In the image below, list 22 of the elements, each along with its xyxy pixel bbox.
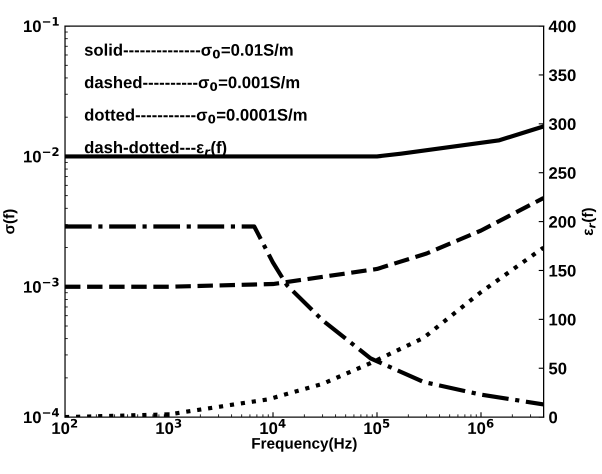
y2-tick-label: 250 <box>549 167 576 179</box>
y-tick-label: 10$^{−3}$ <box>24 278 59 293</box>
y2-tick-label: 100 <box>550 314 576 326</box>
y2-tick-label: 350 <box>548 69 576 82</box>
y2-axis-title: ε$_{r}$(f) <box>582 208 596 236</box>
x-tick-label: 10$^{4}$ <box>260 419 286 434</box>
x-tick-label: 10$^{5}$ <box>364 419 390 434</box>
x-tick-label: 10$^{6}$ <box>468 418 494 434</box>
y2-tick-label: 0 <box>549 412 558 424</box>
annotation: dashed----------σ$_{0}$=0.001S/m <box>84 76 300 92</box>
x-tick-label: 10$^{3}$ <box>156 418 182 434</box>
annotation: solid--------------σ$_{0}$=0.01S/m <box>84 44 293 59</box>
y-axis-title: σ(f) <box>3 209 18 234</box>
y2-tick-label: 150 <box>550 264 576 277</box>
x-axis-title: Frequency(Hz) <box>252 438 357 452</box>
y2-tick-label: 200 <box>549 216 576 228</box>
y2-tick-label: 300 <box>548 118 576 130</box>
y2-tick-label: 50 <box>548 362 566 374</box>
y-tick-label: 10$^{−1}$ <box>24 17 59 32</box>
y-tick-label: 10$^{−2}$ <box>24 147 59 162</box>
y2-tick-label: 400 <box>548 20 576 32</box>
annotation: dotted-----------σ$_{0}$=0.0001S/m <box>84 108 306 124</box>
